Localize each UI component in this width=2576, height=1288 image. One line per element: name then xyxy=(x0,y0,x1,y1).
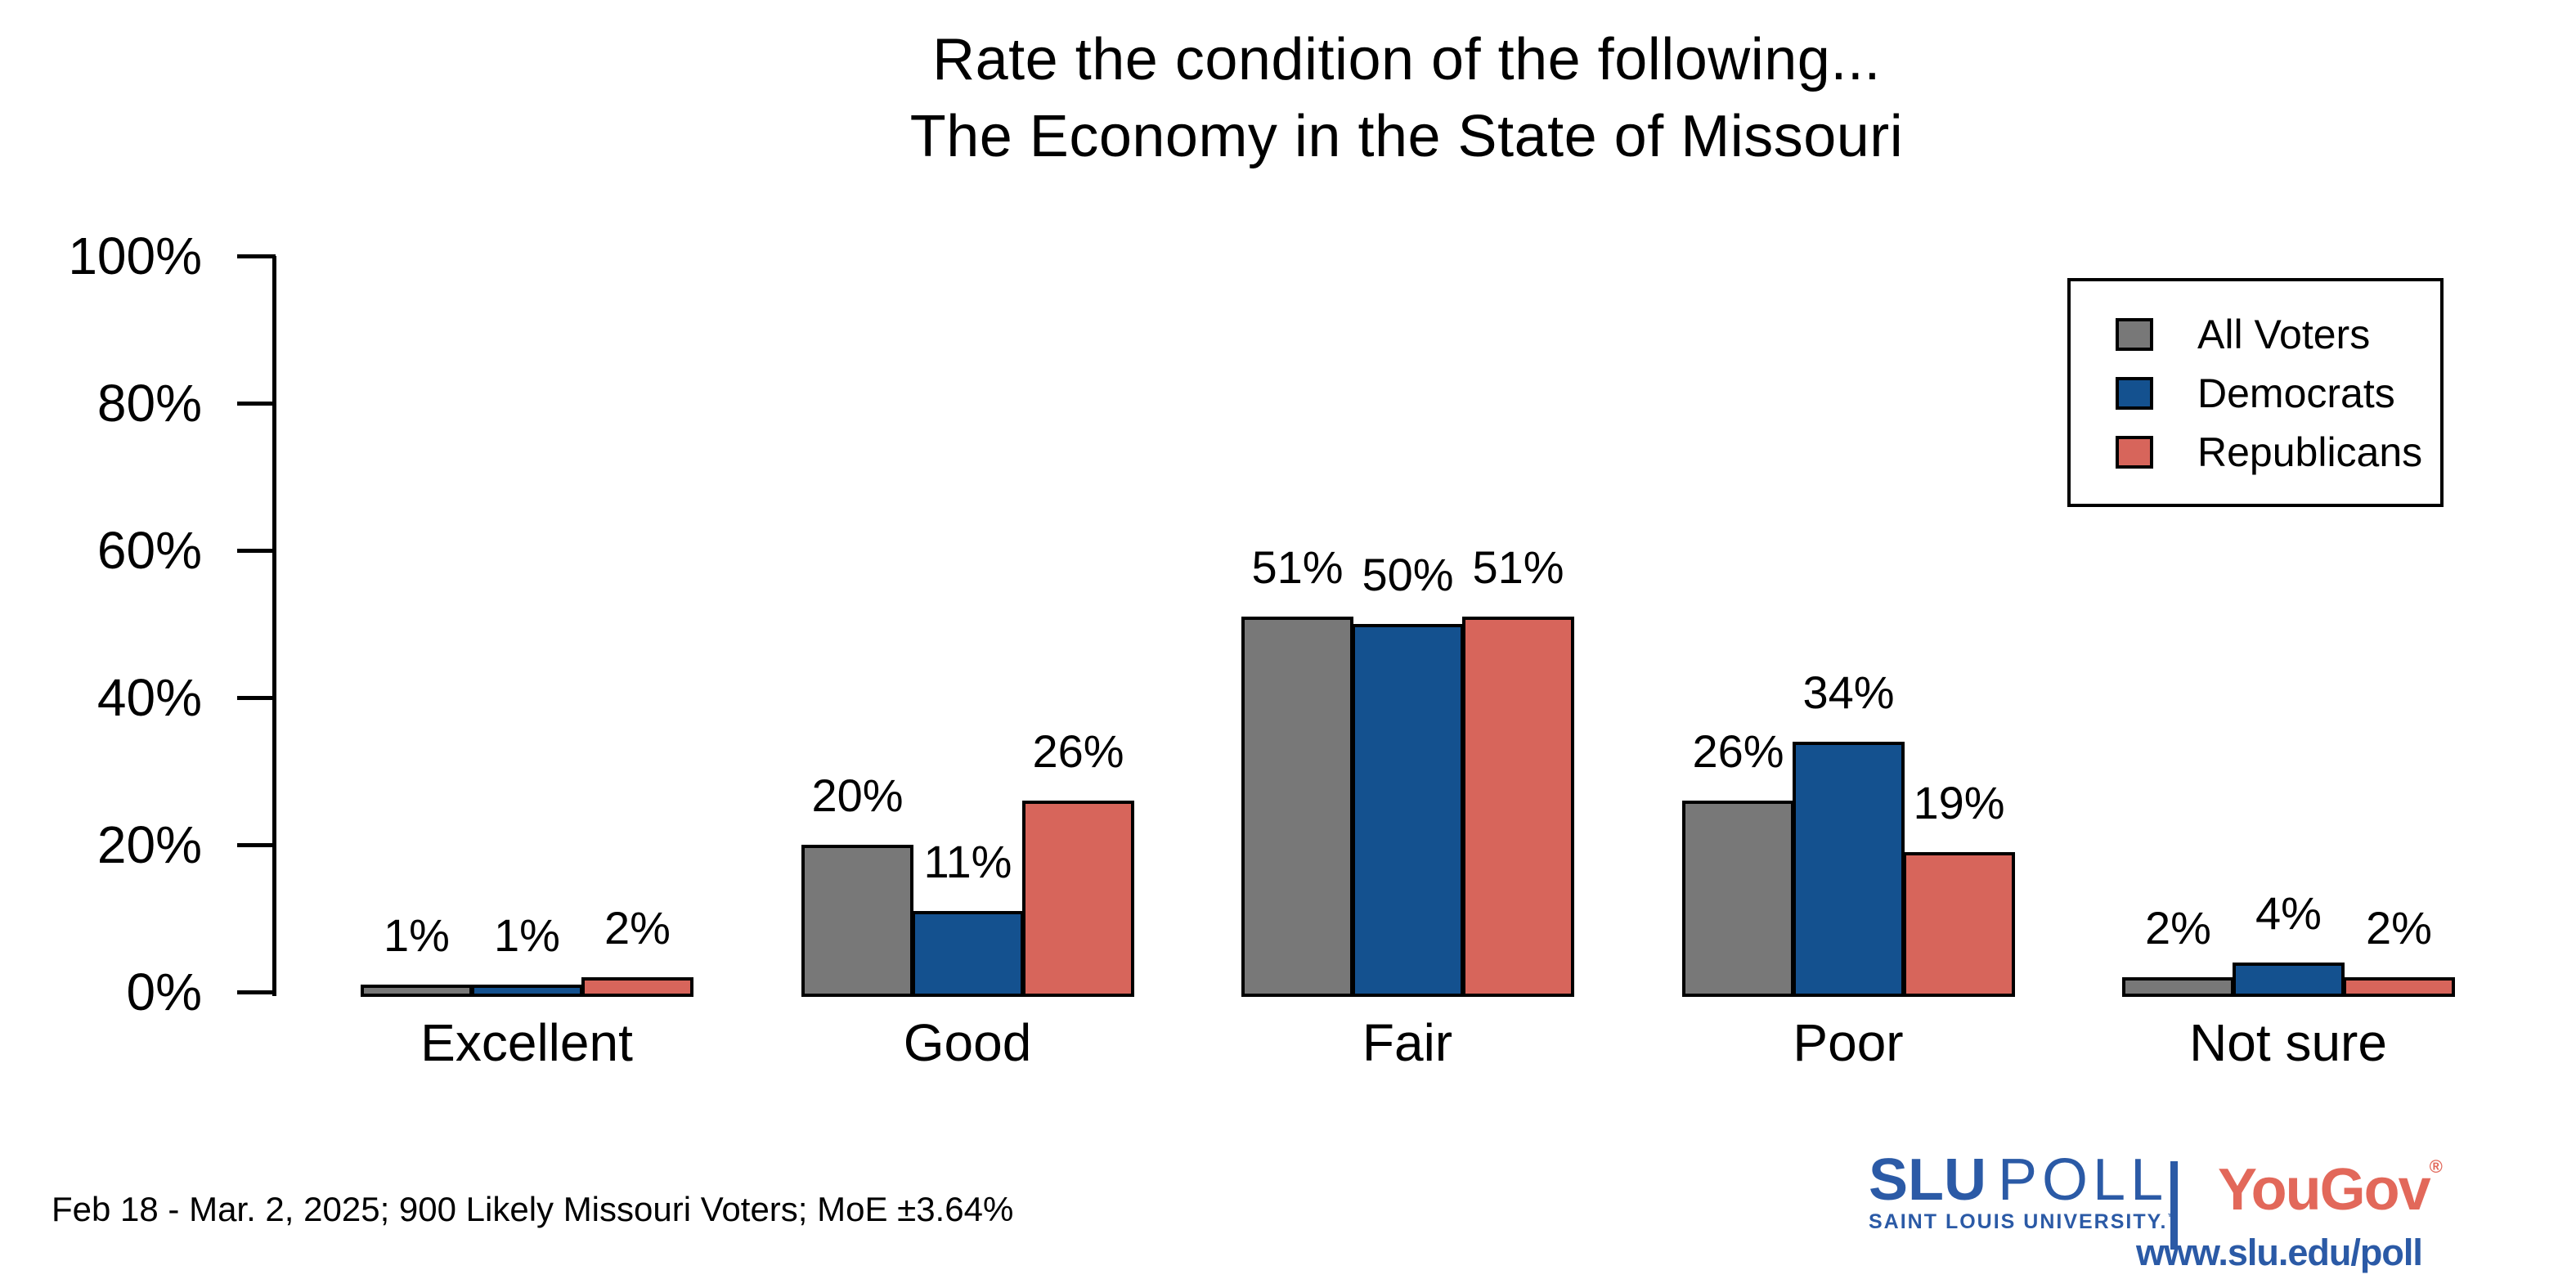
y-axis-tick xyxy=(237,402,276,406)
chart-title: Rate the condition of the following... T… xyxy=(262,21,2551,175)
y-axis-tick-label: 60% xyxy=(96,521,202,580)
legend-item-all-voters: All Voters xyxy=(2116,312,2370,357)
bar-value-label: 19% xyxy=(1913,777,2005,828)
bar-value-label: 20% xyxy=(811,770,904,821)
legend-label: All Voters xyxy=(2197,312,2371,357)
y-axis-tick-label: 20% xyxy=(96,815,202,874)
x-axis-category-label: Not sure xyxy=(2189,1013,2387,1072)
bar-value-label: 51% xyxy=(1472,541,1564,593)
bar-value-label: 1% xyxy=(384,909,450,961)
bar-value-label: 2% xyxy=(2145,902,2211,954)
bar-republicans-not-sure xyxy=(2343,977,2455,997)
x-axis-category-label: Good xyxy=(903,1013,1032,1072)
slu-logo-poll-text: POLL xyxy=(1998,1147,2169,1213)
legend-item-republicans: Republicans xyxy=(2116,429,2422,475)
bar-value-label: 26% xyxy=(1032,725,1124,777)
bar-democrats-excellent xyxy=(471,985,583,997)
y-axis-tick xyxy=(237,549,276,553)
legend-swatch-democrats xyxy=(2116,377,2153,410)
bar-republicans-poor xyxy=(1903,852,2015,997)
survey-footnote: Feb 18 - Mar. 2, 2025; 900 Likely Missou… xyxy=(52,1190,1014,1228)
y-axis-tick xyxy=(237,254,276,258)
bar-all-voters-good xyxy=(801,845,913,997)
registered-symbol: ® xyxy=(2429,1156,2443,1177)
chart-title-line2: The Economy in the State of Missouri xyxy=(909,104,1904,169)
legend-swatch-all-voters xyxy=(2116,318,2153,351)
bar-republicans-good xyxy=(1022,801,1134,997)
bar-value-label: 4% xyxy=(2255,887,2322,939)
bar-value-label: 50% xyxy=(1362,549,1454,600)
y-axis-tick xyxy=(237,696,276,700)
yougov-logo-text: YouGov xyxy=(2218,1157,2431,1223)
x-axis-category-label: Fair xyxy=(1362,1013,1453,1072)
chart-legend: All Voters Democrats Republicans xyxy=(2067,278,2444,507)
legend-label: Democrats xyxy=(2197,370,2395,416)
chart-title-line1: Rate the condition of the following... xyxy=(932,27,1881,92)
bar-republicans-excellent xyxy=(581,977,693,997)
legend-label: Republicans xyxy=(2197,429,2423,475)
slu-subtitle-text: SAINT LOUIS UNIVERSITY. xyxy=(1869,1210,2168,1233)
legend-swatch-republicans xyxy=(2116,436,2153,469)
bar-value-label: 11% xyxy=(923,836,1012,887)
y-axis-tick xyxy=(237,843,276,847)
bar-value-label: 26% xyxy=(1692,725,1784,777)
bar-all-voters-not-sure xyxy=(2122,977,2234,997)
logo-divider-bar xyxy=(2170,1161,2178,1250)
x-axis-category-label: Excellent xyxy=(420,1013,633,1072)
x-axis-category-label: Poor xyxy=(1793,1013,1904,1072)
y-axis-tick xyxy=(237,990,276,994)
bar-all-voters-fair xyxy=(1241,617,1353,997)
bar-value-label: 34% xyxy=(1802,666,1895,718)
bar-value-label: 51% xyxy=(1251,541,1344,593)
bar-value-label: 2% xyxy=(2366,902,2432,954)
bar-democrats-not-sure xyxy=(2233,963,2345,997)
y-axis-line xyxy=(272,256,276,996)
bar-democrats-poor xyxy=(1793,742,1905,997)
yougov-logo: YouGov® xyxy=(2218,1156,2443,1223)
bar-republicans-fair xyxy=(1462,617,1574,997)
slu-logo-bold-text: SLU xyxy=(1869,1147,1986,1213)
y-axis-tick-label: 40% xyxy=(96,668,202,727)
bar-democrats-good xyxy=(912,911,1024,997)
slu-poll-logo: SLU POLL xyxy=(1869,1147,2168,1214)
y-axis-tick-label: 80% xyxy=(96,374,202,433)
slu-university-subtitle: SAINT LOUIS UNIVERSITY.™ xyxy=(1869,1210,2179,1234)
bar-all-voters-excellent xyxy=(361,985,473,997)
legend-item-democrats: Democrats xyxy=(2116,370,2395,416)
y-axis-tick-label: 0% xyxy=(126,963,203,1021)
bar-value-label: 2% xyxy=(604,902,671,954)
bar-value-label: 1% xyxy=(494,909,560,961)
bar-democrats-fair xyxy=(1352,624,1464,997)
slu-poll-url: www.slu.edu/poll xyxy=(2136,1232,2423,1273)
bar-all-voters-poor xyxy=(1682,801,1794,997)
y-axis-tick-label: 100% xyxy=(68,227,202,285)
